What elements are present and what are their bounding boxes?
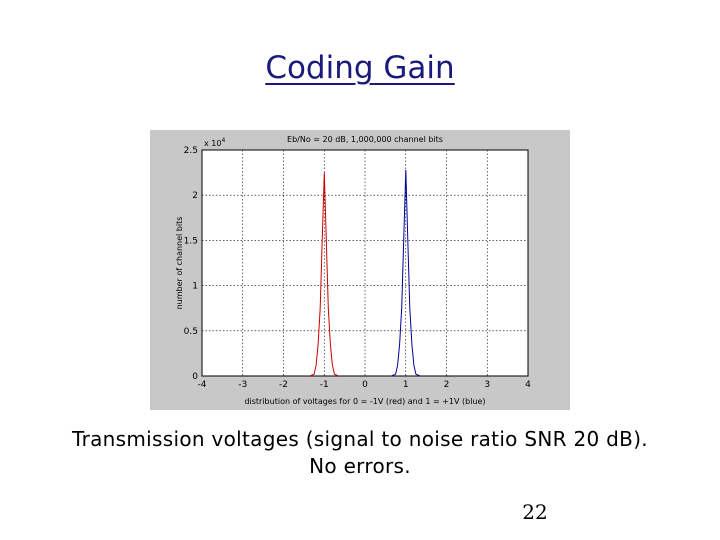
page-number: 22 bbox=[522, 500, 548, 524]
tick-labels: -4 -3 -2 -1 0 1 2 3 4 0 0.5 1 1.5 2 2.5 bbox=[184, 146, 531, 390]
grid-lines bbox=[202, 150, 528, 376]
gaussian-distribution-chart: -4 -3 -2 -1 0 1 2 3 4 0 0.5 1 1.5 2 2.5 Eb/No = 20 dB,… bbox=[175, 135, 531, 406]
y-tick-label: 2.5 bbox=[184, 146, 198, 156]
x-tick-label: 4 bbox=[525, 380, 531, 390]
y-tick-label: 1 bbox=[192, 282, 198, 292]
caption-line-1: Transmission voltages (signal to noise r… bbox=[72, 427, 648, 451]
x-tick-label: 0 bbox=[362, 380, 368, 390]
x-tick-label: -4 bbox=[198, 380, 207, 390]
x-tick-label: -3 bbox=[238, 380, 247, 390]
chart-title: Eb/No = 20 dB, 1,000,000 channel bits bbox=[287, 135, 443, 144]
y-multiplier-exponent: 4 bbox=[221, 137, 225, 144]
y-tick-label: 1.5 bbox=[184, 236, 198, 246]
y-tick-label: 0 bbox=[192, 372, 198, 382]
x-tick-label: 1 bbox=[403, 380, 409, 390]
x-tick-label: -1 bbox=[320, 380, 329, 390]
caption-line-2: No errors. bbox=[309, 454, 411, 478]
x-tick-label: 3 bbox=[484, 380, 490, 390]
y-tick-label: 0.5 bbox=[184, 327, 198, 337]
y-axis-label: number of channel bits bbox=[175, 217, 184, 310]
y-tick-label: 2 bbox=[192, 191, 198, 201]
x-tick-label: 2 bbox=[444, 380, 450, 390]
y-multiplier-base: x 10 bbox=[204, 139, 221, 148]
x-tick-label: -2 bbox=[279, 380, 288, 390]
slide-caption: Transmission voltages (signal to noise r… bbox=[0, 426, 720, 480]
y-multiplier: x 104 bbox=[204, 137, 225, 148]
slide-title: Coding Gain bbox=[265, 50, 455, 86]
x-axis-label: distribution of voltages for 0 = -1V (re… bbox=[244, 397, 485, 406]
series-line-1 bbox=[309, 172, 339, 377]
series-lines bbox=[309, 169, 421, 377]
chart-figure: -4 -3 -2 -1 0 1 2 3 4 0 0.5 1 1.5 2 2.5 Eb/No = 20 dB,… bbox=[150, 130, 570, 410]
series-line-2 bbox=[391, 169, 421, 377]
